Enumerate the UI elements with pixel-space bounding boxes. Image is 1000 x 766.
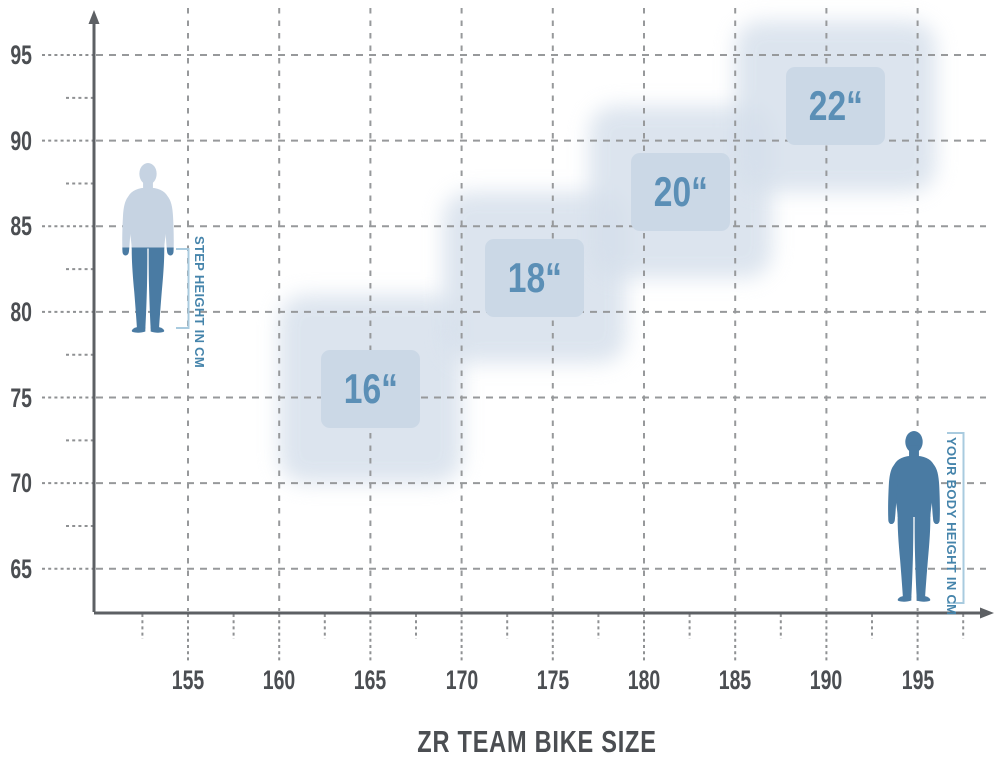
- body-height-label: YOUR BODY HEIGHT IN CM: [944, 437, 959, 616]
- x-tick-label: 155: [171, 665, 205, 695]
- x-tick-label: 160: [262, 665, 296, 695]
- body-height-bracket: [947, 432, 965, 604]
- y-tick-label: 75: [10, 382, 32, 413]
- y-tick-label: 65: [10, 553, 32, 584]
- size-region-label: 20“: [653, 168, 708, 215]
- size-region-box-20: 20“: [630, 153, 730, 231]
- step-height-label: STEP HEIGHT IN CM: [192, 236, 207, 368]
- x-tick-label: 170: [445, 665, 478, 695]
- y-tick-label: 80: [10, 296, 32, 327]
- size-region-label: 22“: [808, 82, 863, 130]
- x-tick-label: 185: [718, 665, 752, 695]
- y-tick-label: 95: [10, 40, 32, 70]
- size-region-label: 16“: [343, 364, 398, 412]
- x-tick-label: 180: [627, 665, 661, 695]
- step-height-bracket: [176, 248, 190, 329]
- y-tick-label: 85: [10, 211, 32, 242]
- size-region-box-16: 16“: [320, 349, 420, 428]
- size-region-label: 18“: [507, 253, 562, 301]
- size-region-box-22: 22“: [786, 67, 886, 146]
- chart-title: ZR TEAM BIKE SIZE: [417, 724, 657, 759]
- x-tick-label: 195: [901, 665, 934, 695]
- x-tick-label: 175: [536, 665, 570, 695]
- y-axis-arrow: [88, 10, 100, 24]
- y-tick-label: 90: [10, 125, 32, 156]
- x-tick-label: 165: [354, 665, 387, 695]
- x-axis-arrow: [980, 607, 994, 619]
- x-tick-label: 190: [810, 665, 843, 695]
- size-region-box-18: 18“: [485, 238, 585, 317]
- y-tick-label: 70: [10, 468, 32, 499]
